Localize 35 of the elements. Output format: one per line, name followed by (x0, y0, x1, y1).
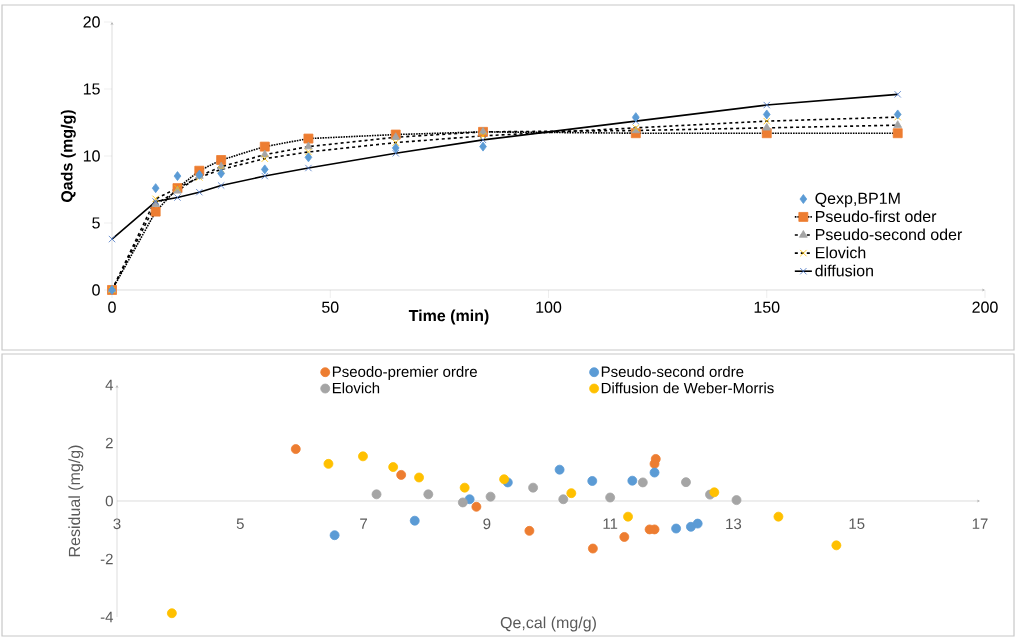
x-tick-label: 17 (972, 518, 988, 529)
x-tick-label: 150 (754, 301, 780, 313)
x-axis-title: Time (min) (408, 309, 489, 325)
y-tick-label: 4 (105, 379, 114, 391)
legend-label: Elovich (816, 246, 866, 259)
legend-label: diffusion (815, 264, 873, 277)
y-tick-label: -2 (100, 553, 113, 565)
y-tick-label: 15 (83, 83, 100, 95)
x-tick-label: 13 (726, 518, 742, 530)
y-axis-title: Qads (mg/g) (60, 110, 76, 202)
y-tick-label: 2 (105, 437, 113, 449)
x-tick-label: 50 (322, 301, 339, 313)
y-tick-label: 20 (83, 16, 100, 28)
x-tick-label: 5 (236, 518, 244, 529)
x-axis-title: Qe,cal (mg/g) (500, 616, 596, 632)
legend-label: Elovich (332, 382, 380, 394)
x-tick-label: 11 (603, 518, 618, 529)
y-tick-label: 0 (105, 495, 113, 507)
legend-label: Pseudo-first oder (816, 210, 937, 223)
y-axis-title: Residual (mg/g) (68, 445, 84, 557)
x-tick-label: 7 (360, 518, 367, 529)
x-tick-label: 100 (536, 301, 562, 313)
y-tick-label: -4 (100, 611, 114, 623)
x-tick-label: 15 (849, 518, 865, 529)
legend-label: Diffusion de Weber-Morris (601, 382, 774, 394)
y-tick-label: 10 (83, 150, 100, 162)
x-tick-label: 3 (113, 518, 121, 530)
y-tick-label: 5 (92, 217, 100, 229)
legend-label: Pseudo-second ordre (601, 365, 744, 377)
y-tick-label: 0 (92, 284, 100, 296)
legend-label: Pseudo-second oder (816, 228, 963, 241)
x-tick-label: 9 (483, 518, 491, 530)
x-tick-label: 200 (972, 301, 998, 313)
legend-label: Qexp,BP1M (815, 192, 900, 208)
legend-label: Pseodo-premier ordre (332, 365, 477, 380)
